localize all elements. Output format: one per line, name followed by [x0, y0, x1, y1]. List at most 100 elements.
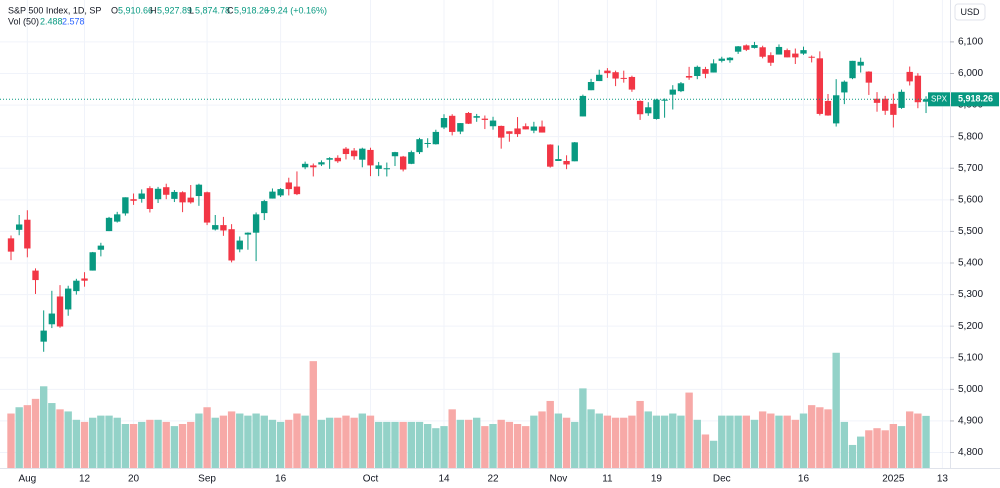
candle-body: [783, 50, 791, 58]
last-price-tag: [951, 92, 999, 107]
candle-body: [236, 240, 243, 250]
y-tick-label: 5,600: [958, 194, 983, 205]
candle-body: [367, 149, 374, 166]
candle-body: [114, 214, 121, 222]
volume-bar: [562, 417, 571, 468]
candle-body: [734, 46, 742, 52]
volume-bar: [309, 361, 317, 468]
x-tick-label: 12: [79, 474, 91, 485]
volume-bar: [342, 415, 350, 468]
candle-body: [138, 193, 145, 199]
candle-body: [538, 126, 546, 133]
candle-body: [105, 217, 113, 232]
candle-body: [130, 199, 137, 201]
volume-bar: [718, 415, 726, 468]
last-price-label: 5,918.26: [958, 94, 993, 104]
volume-bar: [873, 428, 881, 468]
volume-bar: [481, 426, 489, 468]
y-tick-label: 6,100: [958, 37, 983, 48]
candle-body: [146, 188, 154, 209]
candle-body: [628, 76, 636, 90]
high-value: 5,927.89: [157, 5, 192, 15]
volume-bar: [546, 400, 554, 468]
volume-bar: [252, 413, 260, 468]
volume-bar: [595, 413, 603, 468]
candle-body: [596, 74, 603, 82]
volume-bar: [203, 407, 211, 468]
candle-body: [97, 245, 105, 250]
volume-bar: [146, 419, 154, 468]
volume-value: 2.488: [40, 16, 63, 26]
y-tick-label: 4,800: [958, 447, 983, 458]
candle-body: [252, 214, 260, 233]
volume-bar: [39, 386, 48, 468]
y-tick-label: 5,200: [958, 321, 983, 332]
x-tick-label: 16: [275, 474, 287, 485]
volume-ma-value: 2.578: [62, 16, 85, 26]
candle-body: [56, 296, 64, 327]
volume-bar: [129, 424, 138, 468]
candle-body: [342, 148, 350, 155]
volume-bar: [56, 409, 64, 468]
open-value: 5,910.66: [118, 5, 153, 15]
candle-body: [726, 57, 734, 61]
currency-button[interactable]: [954, 3, 986, 21]
candle-body: [849, 60, 856, 79]
volume-bar: [611, 417, 620, 468]
volume-bar: [701, 434, 710, 468]
candle-body: [350, 150, 358, 157]
volume-bar: [865, 430, 873, 468]
y-tick-label: 4,900: [958, 416, 983, 427]
currency-label[interactable]: USD: [960, 7, 980, 17]
volume-bar: [497, 419, 505, 468]
volume-bar: [799, 413, 808, 468]
volume-bar: [571, 421, 579, 468]
volume-bar: [7, 413, 15, 468]
volume-bar: [456, 419, 465, 468]
candle-body: [579, 95, 587, 117]
volume-bar: [366, 415, 375, 468]
candle-body: [914, 75, 922, 103]
candle-body: [399, 156, 407, 170]
y-tick-label: 5,100: [958, 352, 983, 363]
candle-body: [636, 100, 644, 115]
volume-bar: [685, 392, 693, 468]
volume-bar: [726, 415, 734, 468]
candle-body: [808, 56, 815, 58]
volume-bar: [767, 413, 775, 468]
volume-bar: [317, 419, 326, 468]
volume-bar: [89, 417, 97, 468]
volume-bar: [170, 426, 179, 468]
candle-body: [563, 160, 570, 165]
volume-bar: [783, 415, 791, 468]
volume-bar: [652, 415, 661, 468]
candle-body: [203, 192, 211, 223]
y-tick-label: 5,500: [958, 226, 983, 237]
volume-bar: [897, 426, 906, 468]
volume-bar: [162, 421, 170, 468]
volume-bar: [383, 421, 391, 468]
volume-bar: [709, 440, 718, 468]
candle-body: [498, 125, 505, 138]
volume-bar: [423, 424, 432, 468]
change-value: +9.24 (+0.16%): [265, 5, 327, 15]
volume-bar: [473, 417, 481, 468]
candle-body: [473, 116, 480, 118]
candle-body: [612, 72, 619, 79]
volume-bar: [154, 419, 162, 468]
volume-bar: [407, 421, 416, 468]
candle-body: [416, 139, 423, 153]
candle-body: [767, 55, 774, 63]
candle-body: [530, 126, 538, 131]
candle-body: [873, 98, 881, 103]
candle-body: [408, 152, 415, 164]
volume-bar: [881, 430, 889, 468]
volume-bar: [816, 407, 824, 468]
candle-body: [555, 159, 562, 161]
candle-body: [301, 163, 309, 168]
volume-bar: [358, 413, 366, 468]
candle-body: [212, 225, 219, 230]
volume-bar: [530, 415, 538, 468]
volume-bar: [489, 424, 497, 468]
